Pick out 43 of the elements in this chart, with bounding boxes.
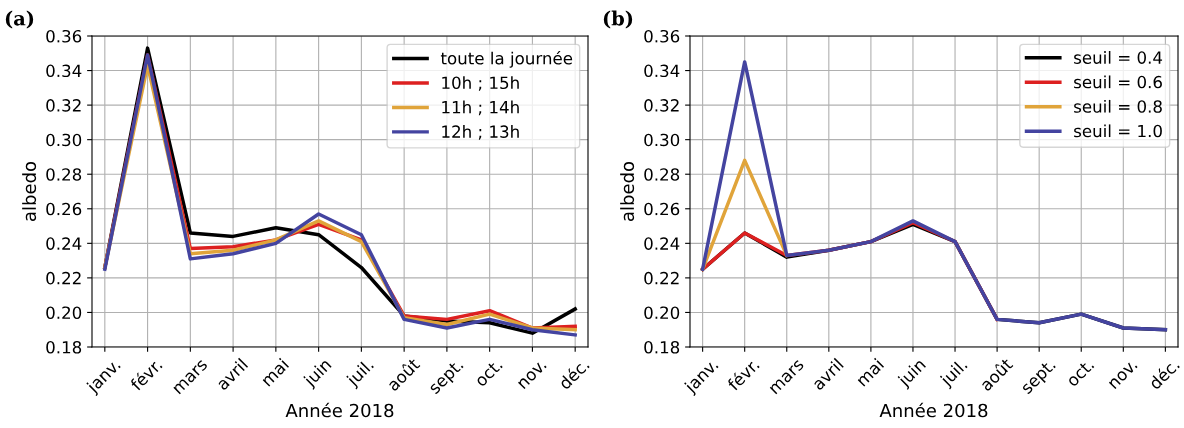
legend-label: seuil = 0.8 [1074, 99, 1162, 113]
x-tick-label: juil. [938, 357, 970, 390]
x-tick-label: oct. [474, 358, 503, 388]
legend-label: 10h ; 15h [442, 76, 519, 91]
legend-label: 11h ; 14h [442, 100, 519, 116]
y-tick-label: 0.28 [46, 168, 82, 181]
chart-title: (b) [603, 10, 633, 29]
y-tick-label: 0.30 [46, 133, 82, 147]
x-tick-label: févr. [725, 357, 760, 392]
legend-label: 12h ; 13h [442, 125, 519, 140]
y-tick-label: 0.30 [644, 133, 680, 147]
y-tick-label: 0.34 [644, 64, 680, 78]
legend-label: seuil = 0.6 [1074, 75, 1162, 89]
legend-label: seuil = 1.0 [1074, 124, 1162, 138]
x-axis-title: Année 2018 [879, 402, 988, 418]
x-tick-label: févr. [128, 357, 163, 392]
x-tick-label: déc. [557, 357, 590, 391]
y-tick-label: 0.32 [46, 99, 81, 112]
y-tick-label: 0.22 [644, 271, 679, 285]
chart-title: (a) [5, 10, 34, 29]
y-tick-label: 0.20 [644, 306, 680, 320]
y-tick-label: 0.36 [644, 29, 680, 43]
y-tick-label: 0.28 [644, 168, 680, 181]
y-tick-label: 0.24 [644, 237, 680, 250]
y-tick-label: 0.24 [46, 237, 82, 250]
y-axis-title: albedo [620, 161, 635, 221]
x-tick-label: déc. [1147, 357, 1181, 391]
x-tick-label: nov. [1108, 360, 1138, 390]
y-tick-label: 0.36 [46, 29, 82, 43]
y-tick-label: 0.34 [46, 64, 82, 78]
y-tick-label: 0.18 [644, 340, 680, 354]
y-axis-title: albedo [22, 161, 37, 221]
y-tick-label: 0.20 [46, 306, 82, 320]
legend-label: toute la journée [440, 51, 573, 68]
x-tick-label: nov. [517, 360, 547, 390]
x-tick-label: oct. [1065, 358, 1095, 388]
x-axis-title: Année 2018 [285, 402, 394, 418]
y-tick-label: 0.26 [46, 202, 82, 216]
legend-label: seuil = 0.4 [1074, 51, 1163, 64]
y-tick-label: 0.18 [46, 340, 82, 354]
y-tick-label: 0.26 [644, 202, 680, 216]
y-tick-label: 0.22 [46, 271, 81, 285]
y-tick-label: 0.32 [644, 99, 679, 112]
